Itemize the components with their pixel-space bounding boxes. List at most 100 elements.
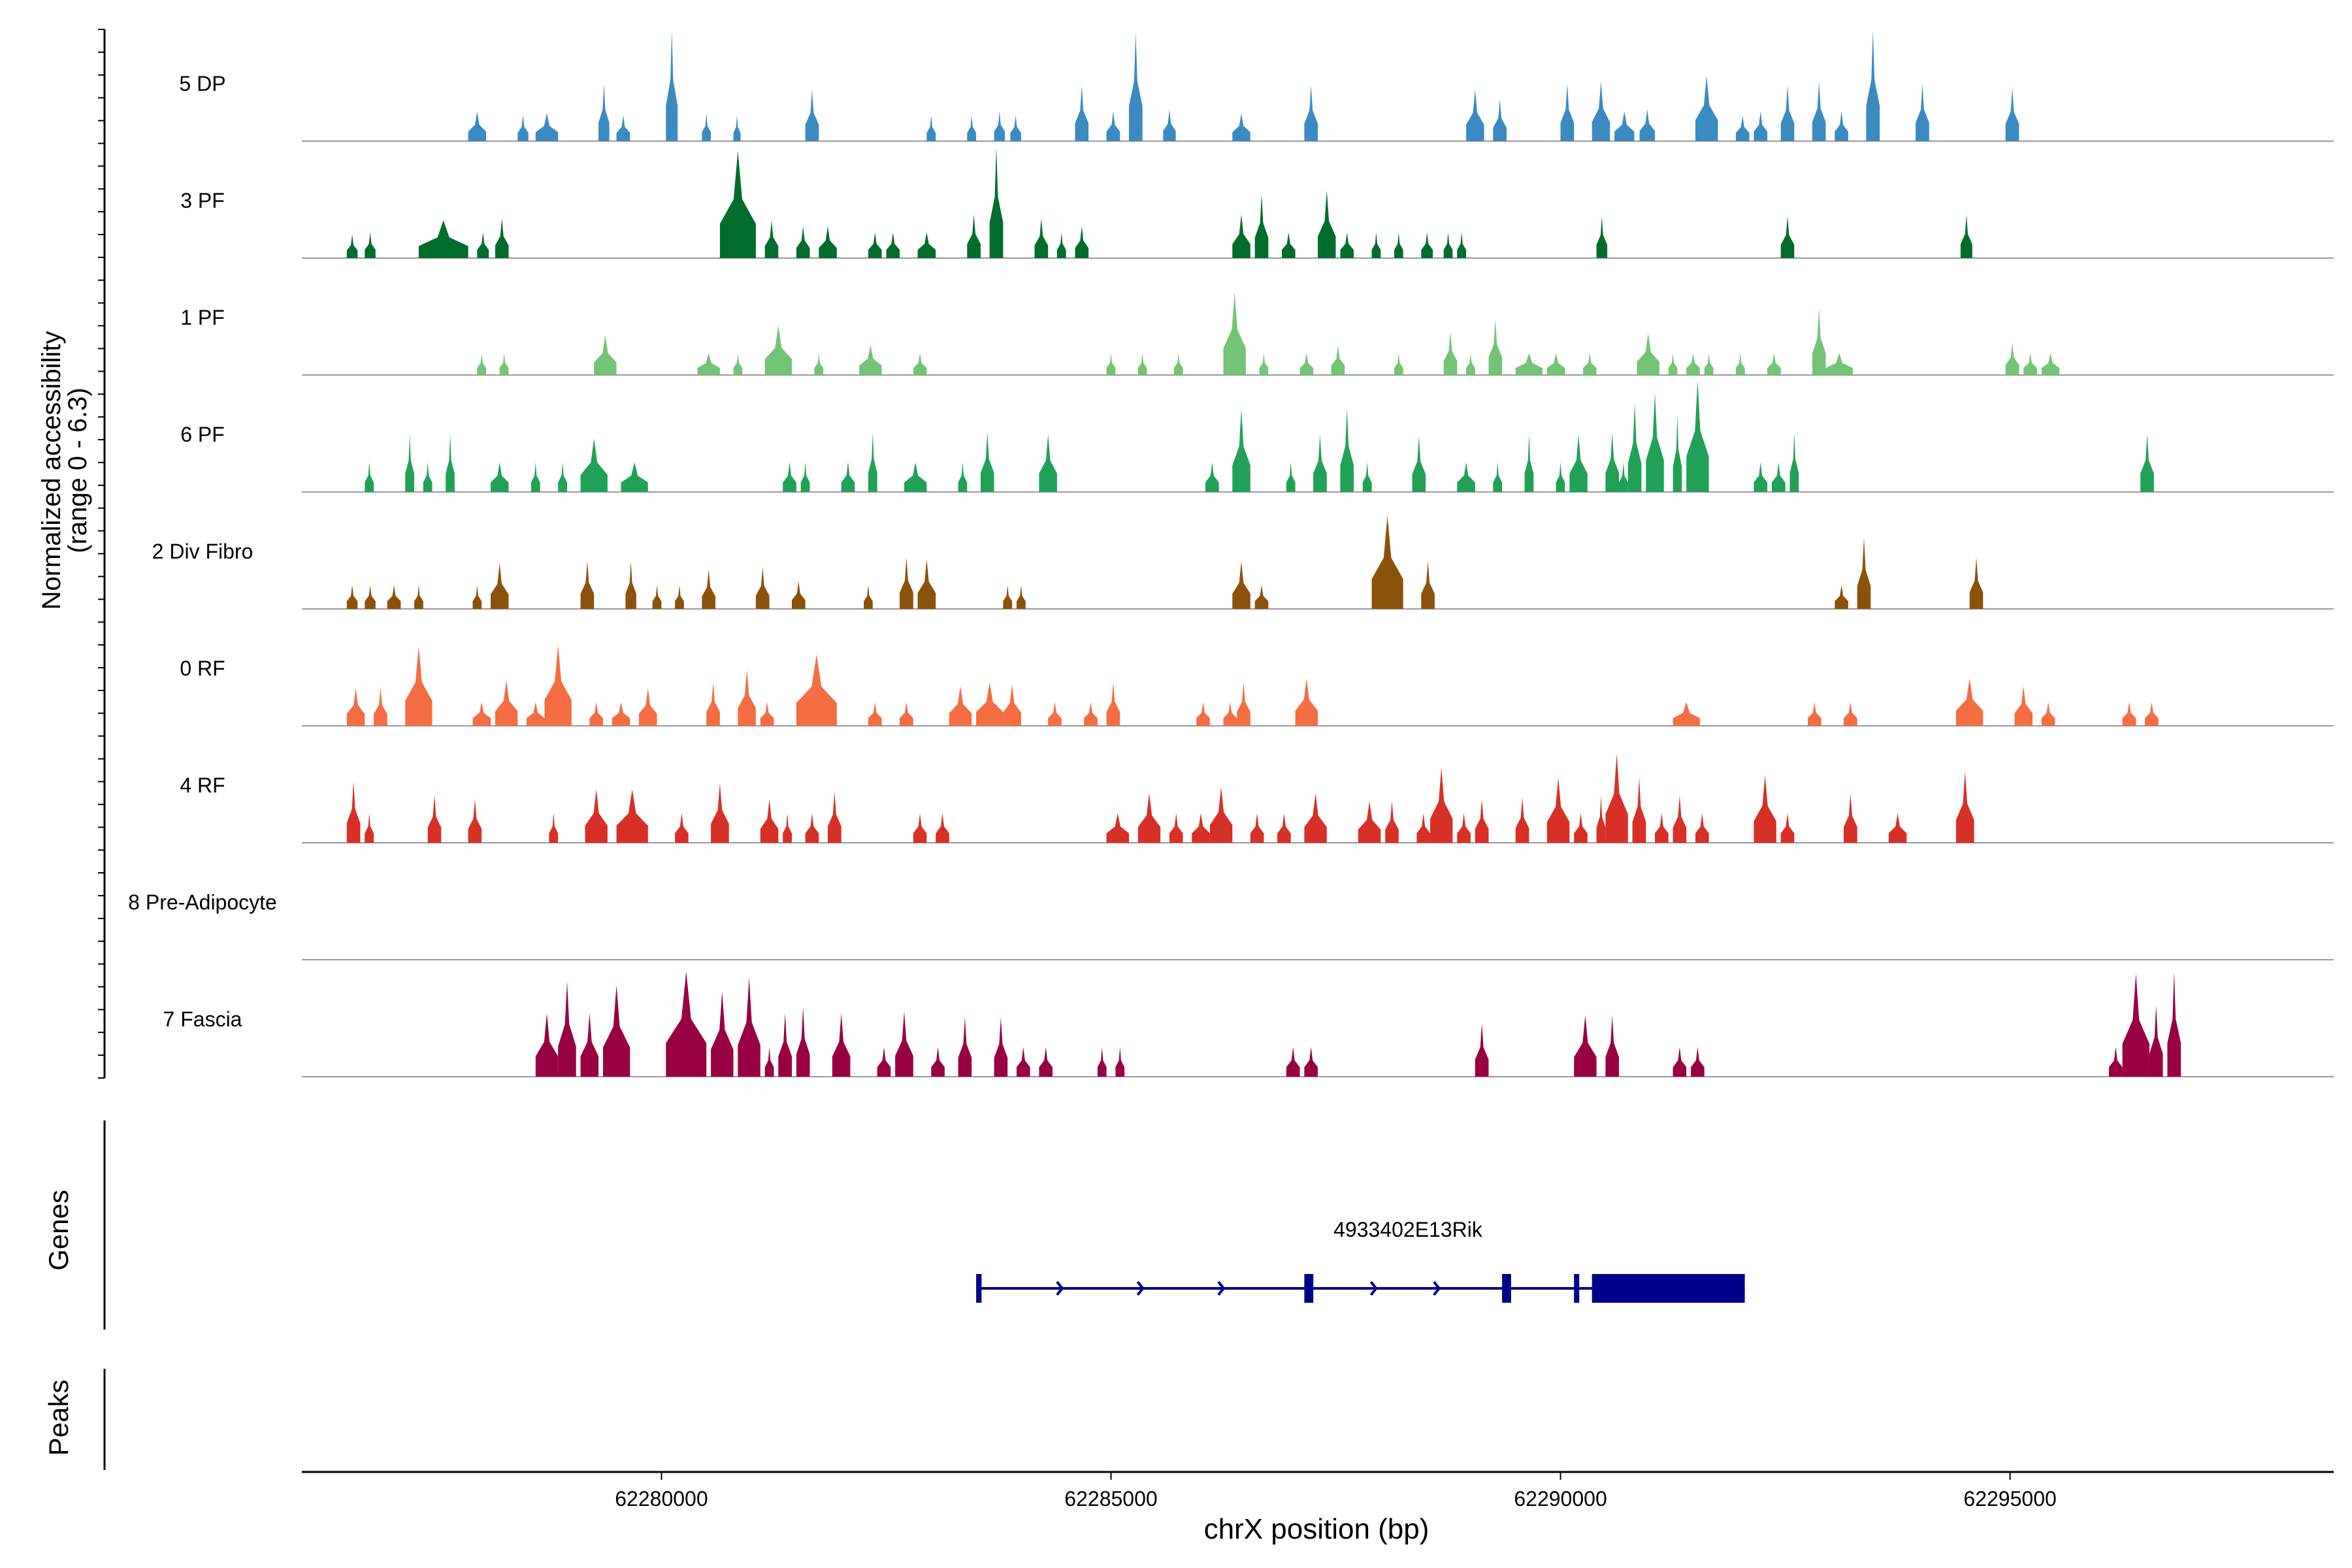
coverage-peak — [346, 781, 361, 843]
genes-panel-label: Genes — [43, 1190, 74, 1271]
coverage-peak — [904, 462, 927, 492]
coverage-peak — [1412, 436, 1426, 492]
coverage-peak — [2014, 686, 2033, 726]
coverage-peak — [598, 84, 610, 141]
strand-arrow — [1136, 1281, 1145, 1296]
coverage-peak — [994, 111, 1005, 141]
coverage-peak — [1475, 1023, 1489, 1077]
coverage-peak — [1466, 353, 1475, 375]
coverage-peak — [1232, 408, 1250, 492]
y-axis-label-line2: (range 0 - 6.3) — [63, 387, 92, 553]
coverage-peak — [913, 813, 927, 843]
coverage-peak — [1232, 113, 1250, 141]
coverage-peak — [1232, 561, 1250, 609]
coverage-peak — [2122, 973, 2149, 1077]
coverage-peak — [1129, 32, 1143, 141]
coverage-peak — [1556, 462, 1565, 492]
coverage-peak — [832, 1013, 851, 1077]
coverage-tracks: 5 DP 3 PF 1 PF 6 PF 2 Div Fibro 0 RF 4 RF 8 Pre… — [128, 30, 2334, 1077]
coverage-peak — [1371, 232, 1381, 258]
coverage-peak — [1866, 30, 1880, 141]
coverage-peak — [675, 813, 689, 843]
coverage-peak — [2005, 343, 2019, 375]
coverage-peak — [868, 433, 877, 492]
coverage-peak — [1771, 462, 1786, 492]
coverage-peak — [405, 434, 414, 492]
coverage-peak — [1916, 84, 1929, 141]
coverage-peak — [1163, 109, 1176, 141]
coverage-peak — [1106, 682, 1120, 726]
coverage-peak — [733, 353, 743, 375]
coverage-peak — [472, 585, 482, 609]
coverage-peak — [1457, 813, 1471, 843]
coverage-peak — [580, 561, 595, 609]
coverage-peak — [864, 585, 873, 609]
coverage-peak — [1003, 585, 1013, 609]
coverage-peak — [2140, 434, 2154, 492]
coverage-peak — [639, 688, 657, 726]
coverage-peak — [1780, 86, 1795, 141]
track-7: 8 Pre-Adipocyte — [128, 890, 2334, 960]
coverage-peak — [926, 115, 936, 141]
coverage-peak — [1205, 462, 1219, 492]
coverage-peak — [913, 353, 927, 375]
coverage-peak — [1560, 84, 1575, 141]
coverage-peak — [535, 1013, 559, 1077]
coverage-peak — [1493, 99, 1507, 141]
coverage-peak — [792, 581, 806, 609]
coverage-peak — [1259, 353, 1269, 375]
gene-label: 4933402E13Rik — [1333, 1218, 1483, 1241]
coverage-peak — [949, 686, 972, 726]
coverage-peak — [931, 1047, 945, 1077]
coverage-peak — [491, 563, 509, 609]
coverage-peak — [427, 795, 442, 843]
coverage-peak — [472, 702, 491, 726]
coverage-peak — [374, 688, 387, 726]
coverage-peak — [1137, 353, 1147, 375]
coverage-peak — [1546, 777, 1570, 843]
coverage-peak — [1704, 353, 1714, 375]
coverage-peak — [800, 462, 810, 492]
coverage-peak — [1048, 702, 1062, 726]
track-label: 6 PF — [180, 423, 225, 446]
x-tick-label: 62285000 — [1064, 1487, 1157, 1511]
coverage-peak — [558, 462, 567, 492]
coverage-peak — [1956, 678, 1984, 726]
coverage-peak — [1780, 216, 1795, 258]
coverage-peak — [796, 654, 837, 726]
coverage-peak — [1056, 232, 1066, 258]
coverage-peak — [1084, 702, 1098, 726]
axes: 62280000 62285000 62290000 62295000 — [98, 29, 2334, 1511]
coverage-peak — [1754, 462, 1768, 492]
coverage-peak — [783, 813, 792, 843]
coverage-peak — [1627, 402, 1642, 492]
coverage-peak — [1097, 1047, 1107, 1077]
gene-exon — [976, 1274, 982, 1303]
coverage-peak — [1394, 232, 1403, 258]
coverage-peak — [1394, 353, 1403, 375]
track-label: 7 Fascia — [163, 1007, 242, 1031]
coverage-peak — [1039, 1047, 1053, 1077]
coverage-peak — [2041, 702, 2055, 726]
coverage-peak — [1304, 86, 1318, 141]
track-2: 1 PF — [180, 291, 2334, 376]
coverage-peak — [1017, 1047, 1030, 1077]
coverage-peak — [1574, 813, 1588, 843]
coverage-peak — [1596, 795, 1606, 843]
coverage-peak — [1371, 515, 1403, 609]
coverage-peak — [1673, 414, 1682, 492]
coverage-peak — [1825, 353, 1853, 375]
coverage-peak — [1340, 408, 1354, 492]
coverage-peak — [967, 115, 977, 141]
coverage-peak — [1209, 787, 1233, 843]
coverage-peak — [616, 115, 630, 141]
gene-track — [976, 1274, 1745, 1303]
coverage-peak — [1106, 353, 1116, 375]
track-1: 3 PF — [180, 147, 2334, 259]
coverage-peak — [616, 789, 648, 843]
coverage-peak — [1443, 331, 1458, 375]
coverage-peak — [1250, 813, 1264, 843]
coverage-peak — [2109, 1047, 2123, 1077]
coverage-peak — [1430, 767, 1453, 843]
coverage-peak — [2149, 1005, 2163, 1077]
